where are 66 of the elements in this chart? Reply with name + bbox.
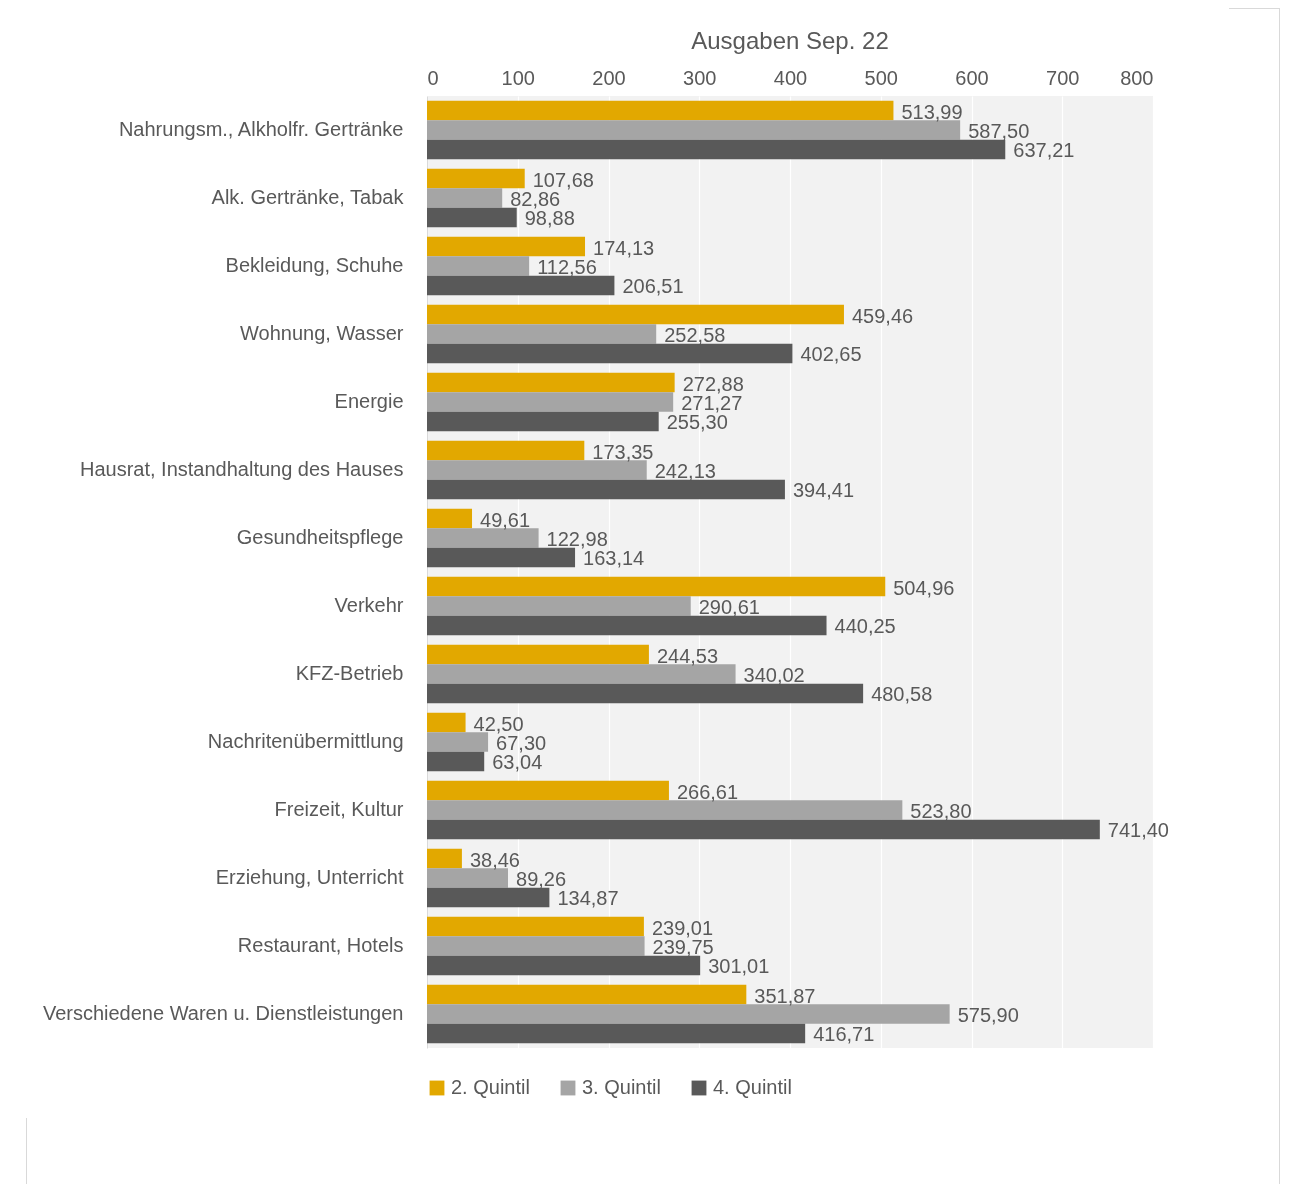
data-label: 244,53	[656, 644, 719, 667]
data-label: 459,46	[851, 304, 914, 327]
data-label: 513,99	[901, 100, 963, 123]
legend-label: 4. Quintil	[713, 1076, 792, 1098]
data-label: 351,87	[754, 984, 816, 1007]
data-label: 637,21	[1013, 139, 1075, 162]
data-label: 89,26	[516, 868, 567, 890]
data-label: 272,88	[682, 372, 744, 395]
y-tick-label: Bekleidung, Schuhe	[225, 254, 404, 276]
data-label: 174,13	[593, 236, 655, 259]
y-tick-label: Verschiedene Waren u. Dienstleistungen	[42, 1002, 404, 1024]
y-tick-label: Verkehr	[334, 594, 404, 616]
x-tick-label: 800	[1120, 66, 1154, 89]
data-label: 38,46	[469, 848, 520, 871]
data-label: 504,96	[893, 576, 955, 599]
data-label: 98,88	[524, 207, 575, 230]
y-tick-label: Nahrungsm., Alkholfr. Gertränke	[118, 118, 404, 140]
chart-title: Ausgaben Sep. 22	[691, 27, 889, 54]
y-tick-label: Energie	[334, 390, 404, 412]
data-label: 523,80	[910, 800, 972, 822]
legend-label: 2. Quintil	[451, 1076, 530, 1098]
x-tick-label: 200	[592, 66, 626, 89]
data-label: 440,25	[834, 615, 896, 638]
y-tick-label: Nachritenübermittlung	[207, 730, 404, 752]
data-label: 242,13	[654, 460, 716, 482]
data-label: 252,58	[664, 324, 726, 346]
y-tick-label: KFZ-Betrieb	[295, 662, 404, 684]
data-label: 587,50	[968, 120, 1030, 142]
data-label: 301,01	[708, 955, 770, 978]
data-label: 402,65	[800, 343, 862, 366]
y-tick-label: Alk. Gertränke, Tabak	[211, 186, 405, 208]
data-label: 255,30	[666, 411, 728, 434]
data-label: 163,14	[583, 547, 645, 570]
data-label: 741,40	[1107, 819, 1169, 842]
data-label: 394,41	[792, 479, 855, 502]
x-tick-label: 100	[501, 66, 535, 89]
data-label: 67,30	[496, 732, 547, 754]
data-label: 340,02	[743, 664, 805, 686]
data-label: 290,61	[698, 596, 760, 618]
y-tick-label: Freizeit, Kultur	[274, 798, 404, 820]
legend-label: 3. Quintil	[582, 1076, 661, 1098]
x-tick-label: 300	[683, 66, 717, 89]
data-label: 49,61	[480, 508, 531, 531]
y-tick-label: Hausrat, Instandhaltung des Hauses	[79, 458, 404, 480]
data-label: 575,90	[957, 1004, 1019, 1026]
data-label: 134,87	[557, 887, 619, 910]
x-tick-label: 0	[427, 66, 439, 89]
y-tick-label: Erziehung, Unterricht	[215, 866, 404, 888]
data-label: 173,35	[592, 440, 654, 463]
x-tick-label: 700	[1046, 66, 1080, 89]
data-label: 42,50	[473, 712, 524, 735]
data-label: 122,98	[546, 528, 608, 550]
x-tick-label: 500	[864, 66, 898, 89]
data-label: 480,58	[871, 683, 933, 706]
y-tick-label: Gesundheitspflege	[236, 526, 404, 548]
y-tick-label: Wohnung, Wasser	[240, 322, 404, 344]
data-label: 107,68	[532, 168, 594, 191]
data-label: 82,86	[510, 188, 561, 210]
data-label: 266,61	[676, 780, 739, 803]
data-label: 206,51	[622, 275, 684, 298]
data-label: 416,71	[813, 1023, 875, 1046]
x-tick-label: 600	[955, 66, 989, 89]
data-label: 239,01	[651, 916, 714, 939]
y-tick-label: Restaurant, Hotels	[237, 934, 404, 956]
data-label: 112,56	[537, 256, 597, 278]
x-tick-label: 400	[773, 66, 808, 89]
